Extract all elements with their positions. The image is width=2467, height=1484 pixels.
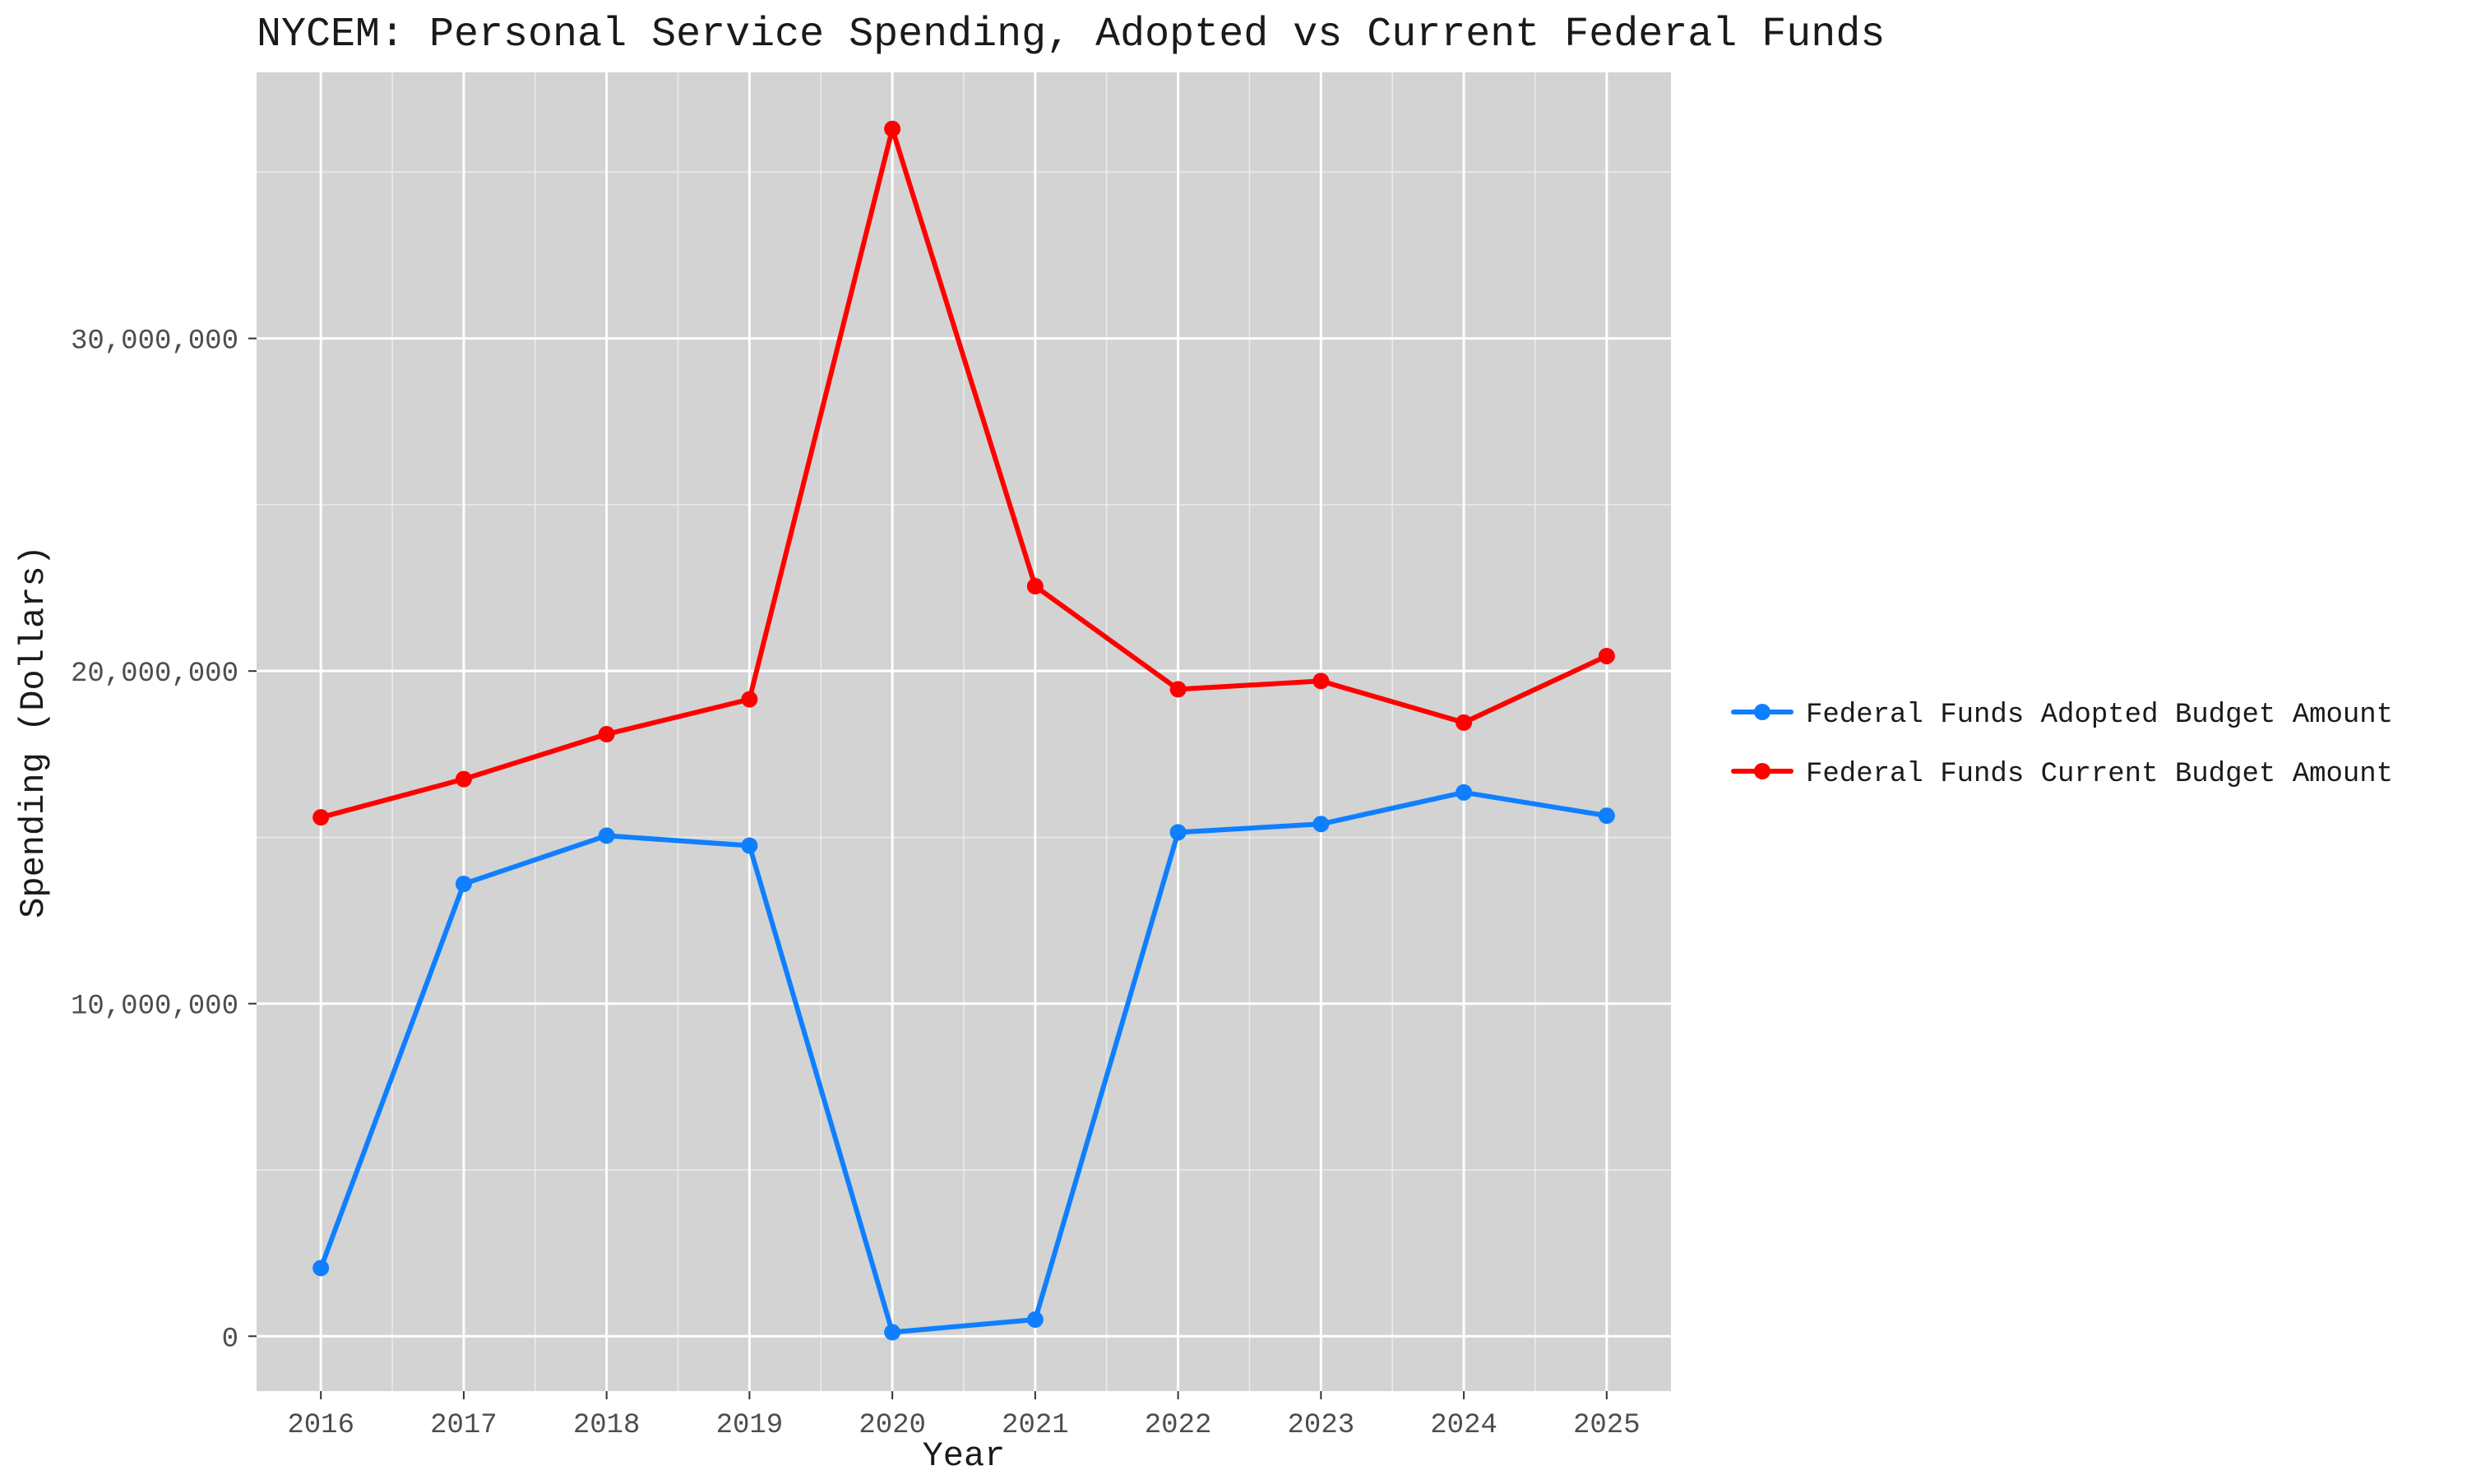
x-tick-label: 2020 xyxy=(859,1410,926,1441)
data-point-series-1 xyxy=(598,827,615,844)
x-tick-label: 2019 xyxy=(716,1410,784,1441)
data-point-series-1 xyxy=(884,1324,901,1341)
data-point-series-1 xyxy=(1598,807,1615,825)
data-point-series-2 xyxy=(1598,647,1615,664)
chart-title: NYCEM: Personal Service Spending, Adopte… xyxy=(257,12,1885,58)
x-tick-label: 2016 xyxy=(287,1410,354,1441)
legend-key-point xyxy=(1754,763,1770,779)
series-line-1 xyxy=(318,789,1609,1335)
data-point-series-1 xyxy=(455,876,472,893)
data-point-series-2 xyxy=(312,809,330,826)
x-axis-title: Year xyxy=(923,1436,1006,1476)
grid-lines xyxy=(257,72,1671,1391)
x-tick-label: 2017 xyxy=(430,1410,498,1441)
legend: Federal Funds Adopted Budget Amount Feder… xyxy=(1731,700,2393,790)
x-tick-label: 2022 xyxy=(1145,1410,1212,1441)
data-point-series-1 xyxy=(741,837,758,854)
data-point-series-1 xyxy=(1312,816,1330,833)
data-point-series-2 xyxy=(598,726,615,743)
y-axis-title: Spending (Dollars) xyxy=(14,545,53,918)
y-tick-label: 30,000,000 xyxy=(71,326,238,358)
x-tick-label: 2018 xyxy=(573,1410,641,1441)
legend-label: Federal Funds Current Budget Amount xyxy=(1806,759,2393,790)
series-line-2 xyxy=(318,126,1609,821)
data-point-series-2 xyxy=(884,120,901,137)
x-tick-label: 2024 xyxy=(1430,1410,1497,1441)
legend-key-point xyxy=(1754,704,1770,720)
y-tick-label: 0 xyxy=(222,1324,238,1355)
data-point-series-2 xyxy=(455,770,472,788)
data-point-series-2 xyxy=(741,691,758,708)
data-point-series-2 xyxy=(1026,578,1044,595)
data-point-series-2 xyxy=(1312,673,1330,690)
x-tick-label: 2025 xyxy=(1573,1410,1641,1441)
x-tick-label: 2023 xyxy=(1288,1410,1355,1441)
series-layer xyxy=(312,120,1615,1341)
legend-label: Federal Funds Adopted Budget Amount xyxy=(1806,700,2393,731)
y-tick-label: 20,000,000 xyxy=(71,659,238,690)
data-point-series-2 xyxy=(1169,681,1187,698)
x-tick-label: 2021 xyxy=(1002,1410,1069,1441)
data-point-series-1 xyxy=(1026,1311,1044,1329)
data-point-series-1 xyxy=(312,1260,330,1277)
y-tick-label: 10,000,000 xyxy=(71,992,238,1023)
data-point-series-2 xyxy=(1456,714,1473,731)
data-point-series-1 xyxy=(1169,824,1187,841)
data-point-series-1 xyxy=(1456,784,1473,801)
axes: 2016 2017 2018 2019 2020 2021 2022 2023 2024 2025… xyxy=(71,326,1641,1441)
